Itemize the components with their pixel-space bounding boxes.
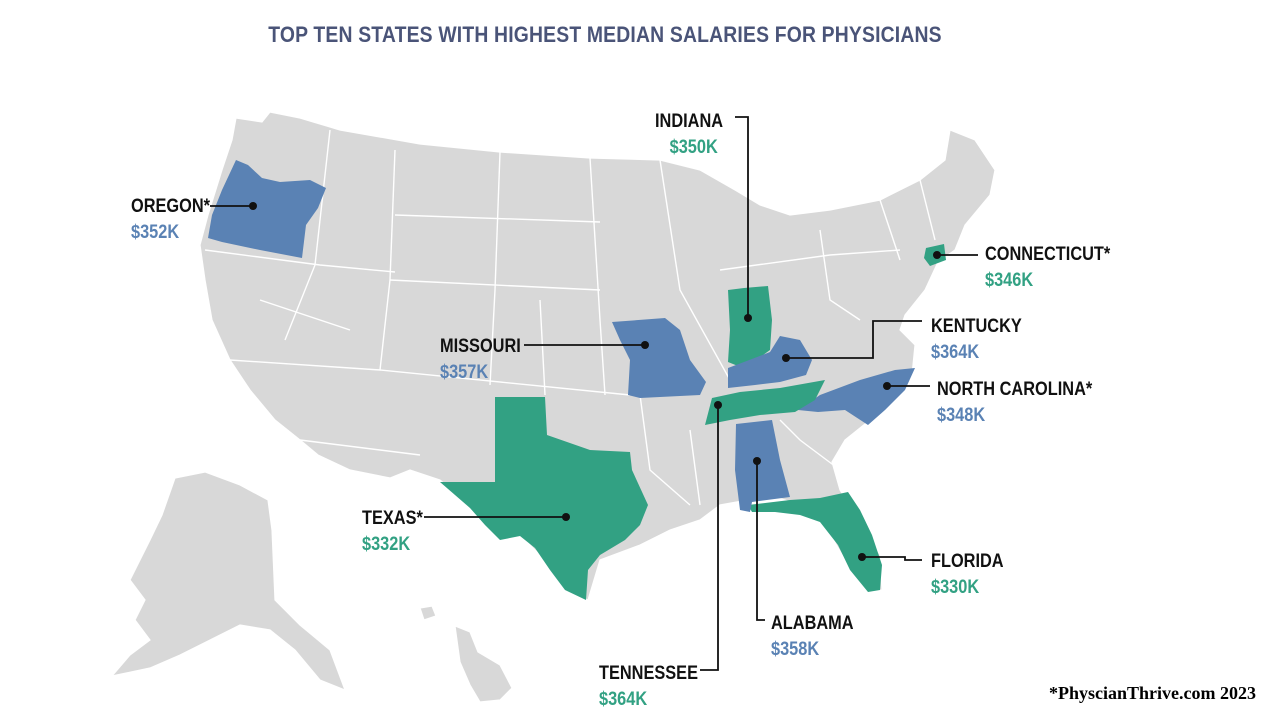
- state-shape-missouri: [612, 318, 706, 398]
- hawaii-land: [454, 625, 513, 703]
- label-oregon: OREGON* $352K: [131, 196, 210, 245]
- state-salary: $358K: [771, 638, 820, 660]
- label-connecticut: CONNECTICUT* $346K: [985, 244, 1110, 293]
- state-shape-alabama: [735, 420, 790, 512]
- label-missouri: MISSOURI $357K: [440, 336, 521, 385]
- state-salary: $350K: [669, 136, 718, 158]
- alaska-land: [110, 471, 347, 692]
- state-salary: $330K: [931, 576, 980, 598]
- label-alabama: ALABAMA $358K: [771, 613, 854, 662]
- state-shape-tennessee: [705, 380, 825, 425]
- leader-lines: [210, 116, 978, 671]
- state-borders: [204, 129, 936, 506]
- state-shape-oregon: [208, 160, 326, 258]
- state-salary: $346K: [985, 269, 1034, 291]
- state-name: ALABAMA: [771, 613, 854, 634]
- state-salary: $352K: [131, 221, 180, 243]
- state-shape-florida: [748, 492, 882, 592]
- state-name: KENTUCKY: [931, 316, 1022, 337]
- label-tennessee: TENNESSEE $364K: [599, 663, 698, 712]
- state-name: NORTH CAROLINA*: [937, 379, 1093, 400]
- state-name: TEXAS*: [362, 508, 423, 529]
- hawaii-island-small: [419, 605, 437, 621]
- state-salary: $364K: [599, 688, 648, 710]
- label-florida: FLORIDA $330K: [931, 551, 1004, 600]
- map-title: TOP TEN STATES WITH HIGHEST MEDIAN SALAR…: [268, 22, 942, 47]
- state-name: TENNESSEE: [599, 663, 698, 684]
- state-shape-texas: [440, 397, 648, 600]
- state-shape-kentucky: [728, 336, 812, 388]
- state-name: INDIANA: [655, 111, 724, 132]
- state-name: MISSOURI: [440, 336, 521, 357]
- state-shape-indiana: [728, 286, 772, 366]
- label-indiana: INDIANA $350K: [655, 111, 723, 160]
- label-texas: TEXAS* $332K: [362, 508, 423, 557]
- state-salary: $332K: [362, 533, 411, 555]
- label-north-carolina: NORTH CAROLINA* $348K: [937, 379, 1092, 428]
- state-name: CONNECTICUT*: [985, 244, 1111, 265]
- state-salary: $364K: [931, 341, 980, 363]
- state-salary: $348K: [937, 404, 986, 426]
- state-name: OREGON*: [131, 196, 210, 217]
- state-salary: $357K: [440, 361, 489, 383]
- label-kentucky: KENTUCKY $364K: [931, 316, 1022, 365]
- state-name: FLORIDA: [931, 551, 1004, 572]
- source-credit: *PhyscianThrive.com 2023: [1049, 683, 1256, 703]
